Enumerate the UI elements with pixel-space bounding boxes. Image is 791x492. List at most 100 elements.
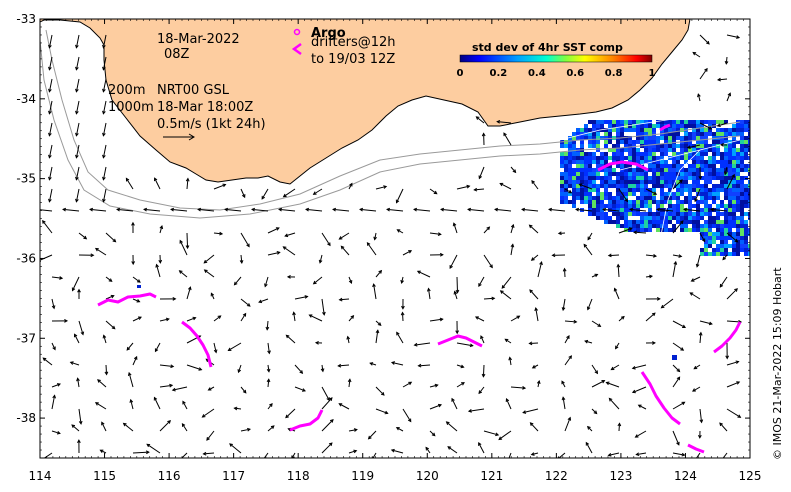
sst-cell [748, 128, 750, 132]
sst-cell [664, 212, 668, 216]
sst-cell [704, 176, 708, 180]
sst-cell [740, 196, 744, 200]
sst-cell [588, 212, 592, 216]
velocity-arrow [446, 421, 458, 432]
velocity-arrowhead [338, 403, 343, 407]
velocity-arrow [692, 386, 701, 392]
sst-cell [604, 192, 608, 196]
sst-cell [568, 152, 572, 156]
sst-cell [588, 180, 592, 184]
sst-cell [632, 192, 636, 196]
sst-cell [612, 196, 616, 200]
velocity-arrowhead [607, 253, 612, 258]
velocity-arrow [549, 208, 566, 212]
velocity-arrowhead [676, 368, 681, 373]
sst-cell [628, 176, 632, 180]
sst-cell [640, 228, 644, 232]
velocity-arrowhead [75, 44, 79, 49]
sst-cell [604, 132, 608, 136]
sst-cell [624, 220, 628, 224]
sst-cell [728, 244, 732, 248]
sst-cell [636, 140, 640, 144]
velocity-arrow [608, 452, 620, 456]
sst-cell [728, 196, 732, 200]
sst-cell [688, 132, 692, 136]
isobath-200m [45, 29, 741, 211]
sst-cell [736, 164, 740, 168]
sst-cell [736, 168, 740, 172]
velocity-arrowhead [653, 191, 658, 195]
velocity-arrow [202, 408, 215, 418]
sst-cell [684, 152, 688, 156]
sst-cell [716, 224, 720, 228]
velocity-arrow [375, 330, 379, 344]
sst-cell [684, 168, 688, 172]
sst-cell [696, 156, 700, 160]
velocity-arrowhead [258, 299, 263, 304]
velocity-arrow [429, 188, 438, 195]
sst-cell [576, 168, 580, 172]
sst-cell [644, 128, 648, 132]
velocity-arrowhead [439, 317, 444, 322]
sst-cell [568, 168, 572, 172]
sst-cell [728, 220, 732, 224]
sst-cell [732, 136, 736, 140]
sst-cell [632, 224, 636, 228]
velocity-arrow [726, 288, 738, 300]
velocity-arrowhead [322, 311, 326, 316]
velocity-arrow [286, 334, 296, 344]
velocity-arrowhead [185, 245, 190, 250]
velocity-arrow [348, 379, 351, 388]
velocity-arrowhead [353, 449, 358, 454]
velocity-arrow [240, 254, 243, 263]
sst-cell [668, 172, 672, 176]
velocity-arrow [396, 332, 404, 344]
velocity-arrow [719, 422, 728, 432]
sst-cell [596, 148, 600, 152]
sst-cell [716, 248, 720, 252]
sst-cell [572, 204, 576, 208]
velocity-arrowhead [634, 434, 639, 438]
velocity-arrowhead [284, 233, 289, 238]
velocity-arrowhead [608, 397, 613, 402]
velocity-arrow [657, 208, 674, 212]
velocity-arrowhead [158, 259, 163, 264]
sst-cell [572, 132, 576, 136]
velocity-arrow [530, 422, 539, 432]
sst-cell [660, 204, 664, 208]
sst-cell [588, 176, 592, 180]
sst-cell [724, 144, 728, 148]
velocity-arrow [645, 312, 656, 322]
sst-cell [640, 156, 644, 160]
velocity-arrow [584, 340, 593, 344]
sst-cell [688, 212, 692, 216]
velocity-arrow [171, 208, 188, 212]
sst-cell [708, 160, 712, 164]
velocity-arrowhead [373, 236, 377, 241]
sst-cell [680, 180, 684, 184]
velocity-arrow [267, 403, 273, 410]
depth-line-2: 1000m [108, 100, 154, 115]
sst-cell [700, 128, 704, 132]
velocity-arrowhead [48, 66, 52, 71]
colorbar-tick-label: 0.2 [490, 68, 508, 79]
velocity-arrowhead [375, 329, 380, 334]
sst-cell [656, 144, 660, 148]
sst-cell [604, 188, 608, 192]
y-tick-label: -38 [16, 411, 36, 425]
sst-cell [724, 192, 728, 196]
velocity-arrowhead [413, 342, 418, 347]
sst-cell [732, 248, 736, 252]
velocity-arrow [102, 166, 107, 180]
sst-cell [688, 204, 692, 208]
sst-cell [680, 204, 684, 208]
sst-cell [712, 164, 716, 168]
velocity-arrowhead [153, 177, 158, 182]
sst-cell [588, 188, 592, 192]
velocity-arrowhead [624, 198, 628, 203]
velocity-arrow [576, 208, 593, 212]
velocity-arrow [510, 224, 514, 234]
sst-cell [636, 176, 640, 180]
velocity-arrowhead [416, 270, 421, 274]
sst-cell [724, 232, 728, 236]
